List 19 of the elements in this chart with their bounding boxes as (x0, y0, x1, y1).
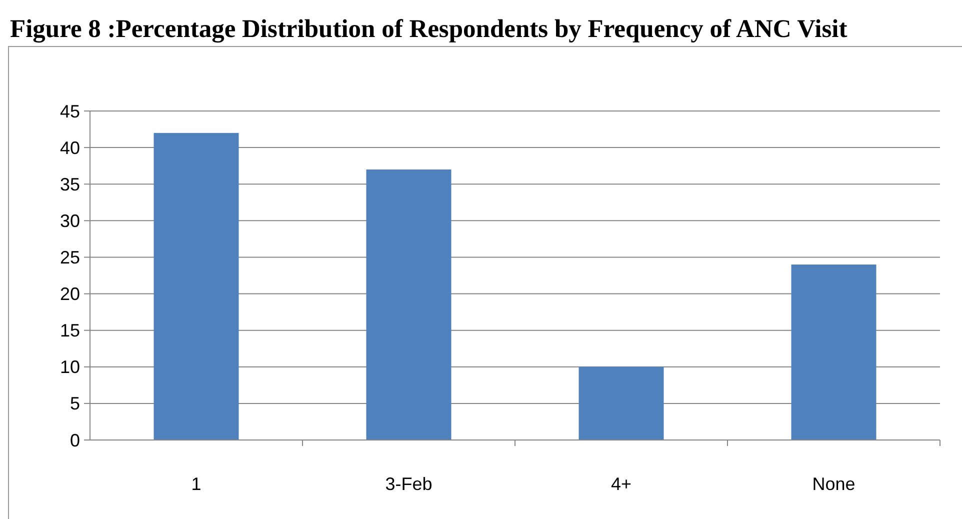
y-tick-label: 10 (60, 357, 80, 378)
y-tick-label: 35 (60, 174, 80, 194)
bar (578, 366, 664, 440)
y-tick-label: 25 (60, 248, 80, 268)
x-tick-label: 4+ (610, 474, 632, 494)
bar (791, 264, 876, 440)
bar (366, 169, 452, 440)
y-tick-label: 30 (60, 210, 80, 231)
y-tick-label: 40 (60, 138, 80, 158)
y-tick-label: 15 (60, 320, 80, 341)
x-tick-label: None (812, 474, 856, 494)
y-tick-label: 5 (70, 394, 80, 414)
y-tick-label: 0 (70, 430, 80, 450)
bar (154, 132, 239, 440)
y-tick-label: 20 (60, 284, 80, 304)
x-tick-label: 1 (191, 474, 202, 494)
x-tick-label: 3-Feb (385, 474, 432, 494)
y-tick-label: 45 (60, 101, 80, 122)
chart-title: Figure 8 :Percentage Distribution of Respondents by Frequency of ANC Visit (10, 14, 848, 43)
